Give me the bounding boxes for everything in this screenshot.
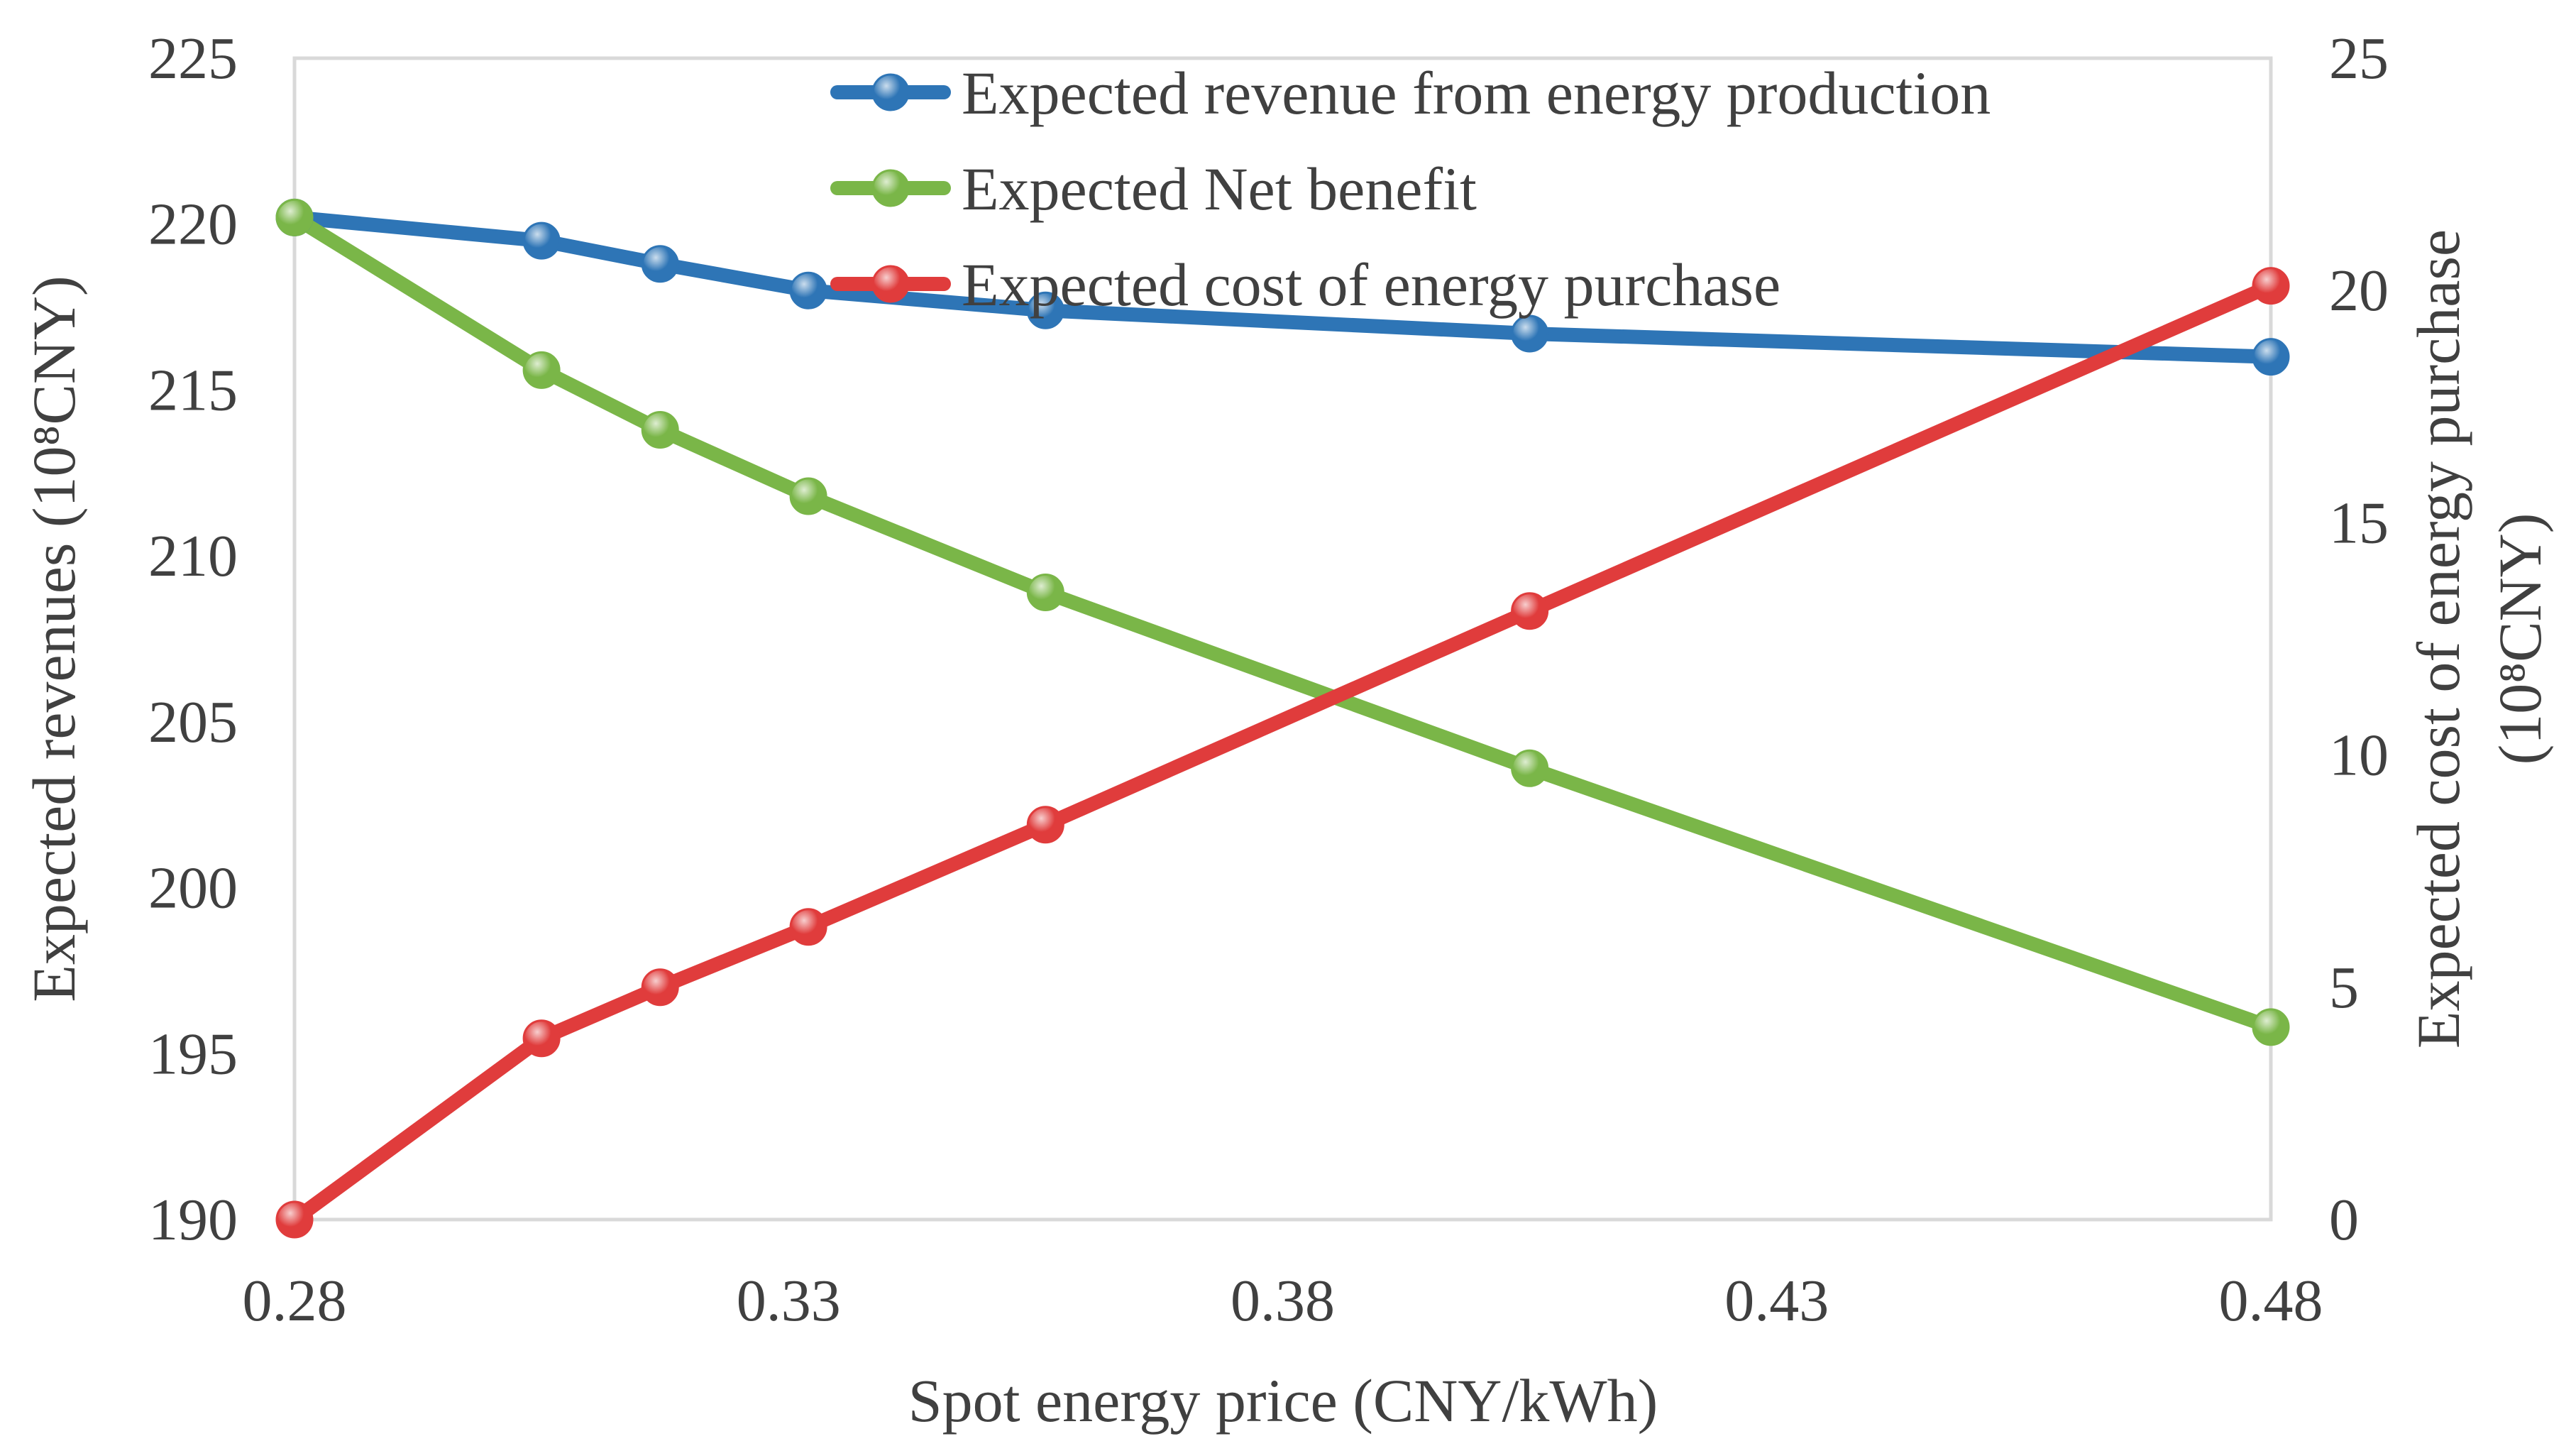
y-left-tick-label: 225 — [148, 26, 238, 92]
y-left-tick-label: 205 — [148, 689, 238, 755]
plot-area-frame — [292, 56, 2273, 1222]
x-tick-label: 0.28 — [243, 1268, 347, 1334]
y-right-tick-label: 15 — [2329, 490, 2389, 556]
series-2-point — [789, 477, 827, 515]
y-left-tick-label: 220 — [148, 192, 238, 258]
x-tick-label: 0.43 — [1724, 1268, 1829, 1334]
series-1-point — [522, 221, 561, 260]
legend-marker-3 — [871, 265, 910, 303]
series-2-point — [2252, 1008, 2290, 1046]
series-line-2 — [287, 210, 2278, 1034]
y-right-tick-label: 0 — [2329, 1187, 2359, 1253]
series-2-point — [1026, 574, 1064, 612]
y-right-axis-title-line1: Expected cost of energy purchase — [2404, 229, 2472, 1048]
series-1-point — [641, 245, 679, 283]
y-right-tick-label: 10 — [2329, 723, 2389, 789]
series-3-point — [2252, 267, 2290, 305]
legend-label-3: Expected cost of energy purchase — [962, 251, 1780, 319]
series-1-point — [1511, 314, 1549, 353]
tick-layer: 0.28 0.33 0.38 0.43 0.4819019520020521021522… — [148, 26, 2389, 1334]
legend: Expected revenue from energy production E… — [830, 59, 1991, 319]
series-3-point — [1511, 592, 1549, 630]
y-right-tick-label: 5 — [2329, 955, 2359, 1021]
x-axis-title: Spot energy price (CNY/kWh) — [908, 1366, 1658, 1435]
x-tick-label: 0.48 — [2219, 1268, 2323, 1334]
series-layer — [275, 198, 2290, 1239]
series-1-point — [2252, 338, 2290, 376]
x-tick-label: 0.38 — [1231, 1268, 1335, 1334]
series-line-3 — [287, 278, 2278, 1227]
legend-marker-1 — [871, 73, 910, 111]
series-2-point — [1511, 749, 1549, 787]
series-2-point — [641, 411, 679, 449]
y-right-tick-label: 25 — [2329, 26, 2389, 92]
series-3-point — [1026, 806, 1064, 844]
y-left-tick-label: 190 — [148, 1187, 238, 1253]
series-3-point — [275, 1200, 314, 1239]
y-right-axis-title-line2: (10⁸CNY) — [2486, 513, 2554, 765]
series-1-point — [789, 271, 827, 310]
y-left-tick-label: 200 — [148, 855, 238, 921]
series-3-point — [522, 1019, 561, 1058]
series-1-point — [1026, 291, 1064, 329]
series-3-point — [789, 908, 827, 946]
legend-label-1: Expected revenue from energy production — [962, 59, 1991, 127]
y-right-tick-label: 20 — [2329, 258, 2389, 324]
series-2-point — [275, 198, 314, 236]
series-2-point — [522, 351, 561, 389]
y-left-axis-title: Expected revenues (10⁸CNY) — [20, 275, 88, 1002]
y-left-tick-label: 210 — [148, 523, 238, 589]
legend-label-2: Expected Net benefit — [962, 155, 1477, 223]
x-tick-label: 0.33 — [737, 1268, 841, 1334]
series-3-point — [641, 968, 679, 1007]
legend-marker-2 — [871, 169, 910, 207]
y-left-tick-label: 195 — [148, 1021, 238, 1087]
y-left-tick-label: 215 — [148, 357, 238, 423]
